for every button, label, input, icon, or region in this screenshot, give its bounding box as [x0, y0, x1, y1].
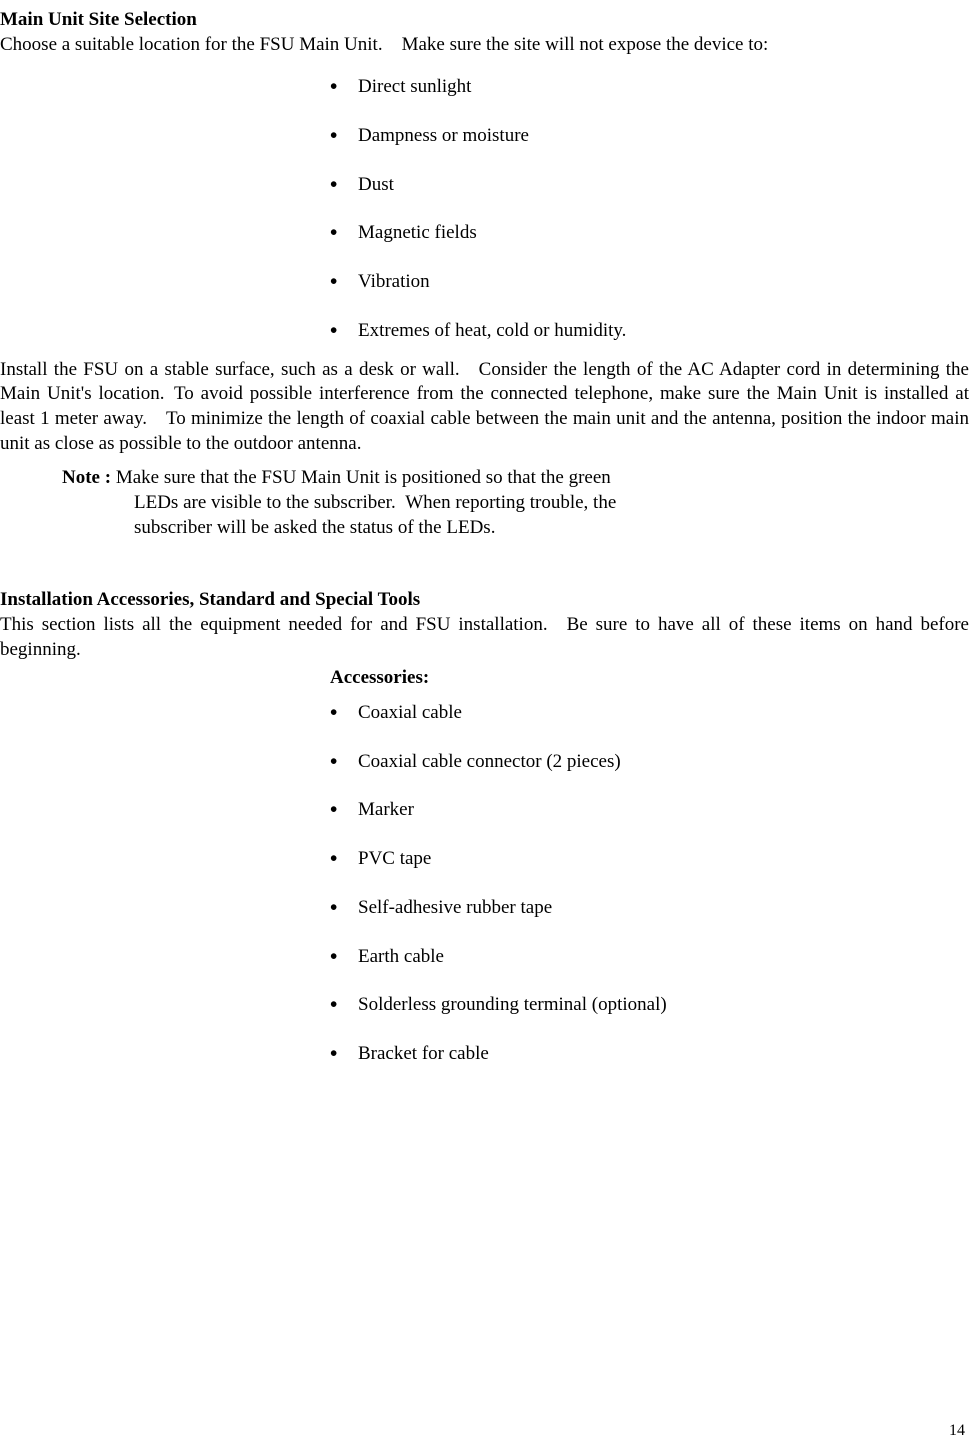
- section2-bullet-list: Coaxial cable Coaxial cable connector (2…: [330, 701, 969, 1067]
- section2-intro: This section lists all the equipment nee…: [0, 613, 969, 662]
- list-item: Solderless grounding terminal (optional): [330, 993, 969, 1018]
- note-line2: LEDs are visible to the subscriber. When…: [134, 491, 869, 516]
- section1-intro: Choose a suitable location for the FSU M…: [0, 33, 969, 58]
- list-item: PVC tape: [330, 847, 969, 872]
- note-block: Note : Make sure that the FSU Main Unit …: [62, 466, 969, 540]
- list-item: Direct sunlight: [330, 75, 969, 100]
- list-item: Coaxial cable connector (2 pieces): [330, 750, 969, 775]
- bullet-text: PVC tape: [358, 848, 431, 869]
- list-item: Self-adhesive rubber tape: [330, 896, 969, 921]
- bullet-text: Dampness or moisture: [358, 125, 529, 146]
- bullet-text: Dust: [358, 174, 394, 195]
- bullet-text: Earth cable: [358, 946, 444, 967]
- list-item: Magnetic fields: [330, 221, 969, 246]
- bullet-text: Solderless grounding terminal (optional): [358, 994, 667, 1015]
- list-item: Dust: [330, 173, 969, 198]
- bullet-text: Extremes of heat, cold or humidity.: [358, 320, 626, 341]
- list-item: Extremes of heat, cold or humidity.: [330, 319, 969, 344]
- bullet-text: Coaxial cable: [358, 702, 462, 723]
- list-item: Earth cable: [330, 945, 969, 970]
- bullet-text: Magnetic fields: [358, 222, 477, 243]
- page-number: 14: [949, 1421, 965, 1442]
- note-label: Note :: [62, 467, 116, 488]
- list-item: Coaxial cable: [330, 701, 969, 726]
- bullet-text: Self-adhesive rubber tape: [358, 897, 552, 918]
- section1-heading: Main Unit Site Selection: [0, 8, 969, 33]
- section1-para2: Install the FSU on a stable surface, suc…: [0, 358, 969, 457]
- bullet-text: Direct sunlight: [358, 76, 471, 97]
- section2-heading: Installation Accessories, Standard and S…: [0, 588, 969, 613]
- list-item: Marker: [330, 798, 969, 823]
- bullet-text: Coaxial cable connector (2 pieces): [358, 751, 621, 772]
- list-item: Bracket for cable: [330, 1042, 969, 1067]
- note-line3: subscriber will be asked the status of t…: [134, 516, 869, 541]
- accessories-label: Accessories:: [330, 666, 969, 691]
- list-item: Dampness or moisture: [330, 124, 969, 149]
- bullet-text: Vibration: [358, 271, 430, 292]
- list-item: Vibration: [330, 270, 969, 295]
- section1-bullet-list: Direct sunlight Dampness or moisture Dus…: [330, 75, 969, 343]
- bullet-text: Marker: [358, 799, 414, 820]
- bullet-text: Bracket for cable: [358, 1043, 489, 1064]
- note-line1: Make sure that the FSU Main Unit is posi…: [116, 467, 611, 488]
